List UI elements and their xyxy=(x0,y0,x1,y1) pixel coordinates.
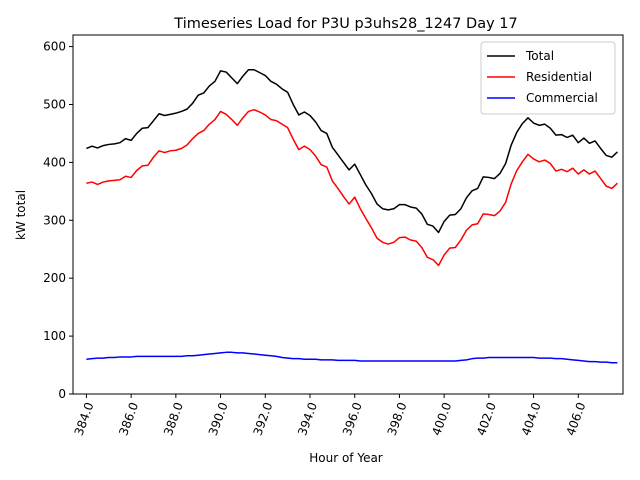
x-tick-label: 406.0 xyxy=(563,400,588,437)
y-axis: 0 100 200 300 400 500 600 xyxy=(43,40,73,401)
x-tick-label: 394.0 xyxy=(295,400,320,437)
x-tick-label: 402.0 xyxy=(474,400,499,437)
x-tick-label: 384.0 xyxy=(72,400,97,437)
x-tick-label: 400.0 xyxy=(429,400,454,437)
x-tick-label: 390.0 xyxy=(206,400,231,437)
legend: Total Residential Commercial xyxy=(480,41,616,115)
legend-label-commercial: Commercial xyxy=(526,91,598,105)
series-line-total xyxy=(86,68,618,234)
x-tick-label: 396.0 xyxy=(340,400,365,437)
y-tick-label: 400 xyxy=(43,155,66,169)
x-axis-label: Hour of Year xyxy=(309,451,383,465)
x-tick-label: 404.0 xyxy=(519,400,544,437)
x-tick-label: 398.0 xyxy=(385,400,410,437)
legend-label-total: Total xyxy=(525,49,554,63)
y-tick-label: 300 xyxy=(43,213,66,227)
series-line-commercial xyxy=(86,351,618,364)
x-tick-label: 388.0 xyxy=(161,400,186,437)
x-tick-label: 392.0 xyxy=(250,400,275,437)
y-tick-label: 100 xyxy=(43,329,66,343)
y-tick-label: 500 xyxy=(43,97,66,111)
y-tick-label: 200 xyxy=(43,271,66,285)
plot-frame xyxy=(72,34,624,395)
y-tick-label: 600 xyxy=(43,40,66,54)
legend-box xyxy=(480,41,616,115)
legend-label-residential: Residential xyxy=(526,70,592,84)
y-axis-label: kW total xyxy=(14,190,28,240)
y-tick-label: 0 xyxy=(58,387,66,401)
chart-title: Timeseries Load for P3U p3uhs28_1247 Day… xyxy=(173,16,517,32)
x-axis: 384.0 386.0 388.0 390.0 392.0 394.0 396.0 398.0… xyxy=(72,394,588,438)
plot-area xyxy=(86,68,618,364)
series-line-residential xyxy=(86,108,618,267)
x-tick-label: 386.0 xyxy=(116,400,141,437)
